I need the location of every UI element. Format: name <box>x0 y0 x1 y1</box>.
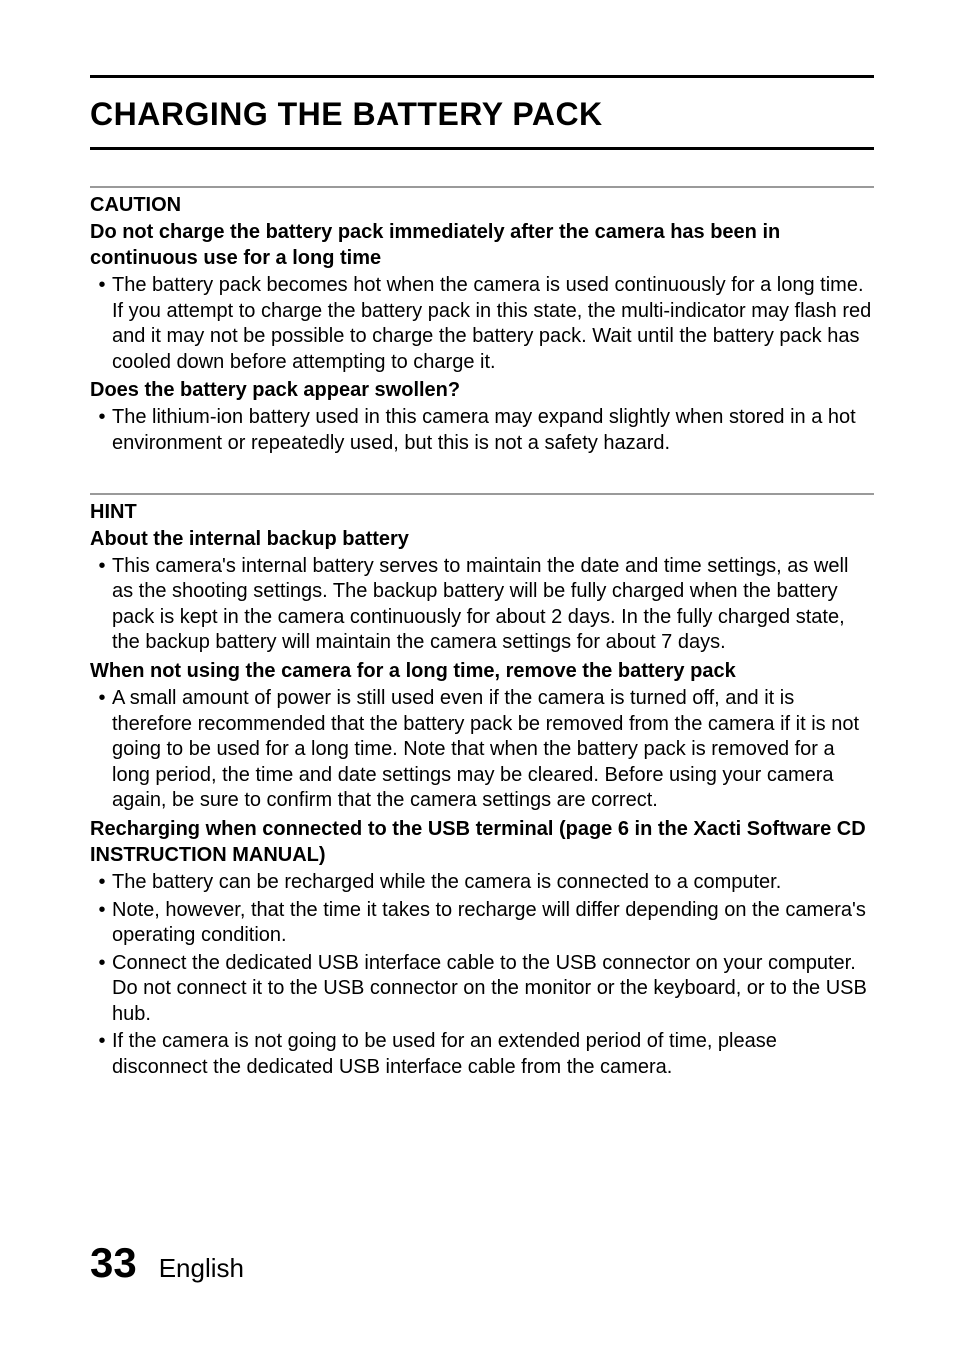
title-rule-bottom <box>90 147 874 150</box>
bullet-text: Connect the dedicated USB interface cabl… <box>112 951 874 1028</box>
list-item: • This camera's internal battery serves … <box>92 554 874 656</box>
list-item: • Connect the dedicated USB interface ca… <box>92 951 874 1028</box>
hint-list-1: • This camera's internal battery serves … <box>92 554 874 656</box>
page-number: 33 <box>90 1239 137 1287</box>
bullet-text: The lithium-ion battery used in this cam… <box>112 405 874 456</box>
list-item: • The battery pack becomes hot when the … <box>92 273 874 375</box>
list-item: • Note, however, that the time it takes … <box>92 898 874 949</box>
bullet-text: This camera's internal battery serves to… <box>112 554 874 656</box>
caution-rule <box>90 186 874 188</box>
list-item: • The lithium-ion battery used in this c… <box>92 405 874 456</box>
bullet-icon: • <box>92 1029 112 1080</box>
manual-page: CHARGING THE BATTERY PACK CAUTION Do not… <box>0 0 954 1345</box>
footer-language-label: English <box>159 1253 244 1284</box>
list-item: • If the camera is not going to be used … <box>92 1029 874 1080</box>
caution-list-2: • The lithium-ion battery used in this c… <box>92 405 874 456</box>
bullet-text: A small amount of power is still used ev… <box>112 686 874 814</box>
bullet-text: Note, however, that the time it takes to… <box>112 898 874 949</box>
hint-list-2: • A small amount of power is still used … <box>92 686 874 814</box>
hint-heading: HINT <box>90 501 874 524</box>
bullet-icon: • <box>92 951 112 1028</box>
hint-subhead-3: Recharging when connected to the USB ter… <box>90 816 874 868</box>
hint-subhead-1: About the internal backup battery <box>90 526 874 552</box>
bullet-icon: • <box>92 554 112 656</box>
list-item: • The battery can be recharged while the… <box>92 870 874 896</box>
hint-rule <box>90 493 874 495</box>
page-footer: 33 English <box>90 1239 244 1287</box>
bullet-text: The battery can be recharged while the c… <box>112 870 781 896</box>
page-title: CHARGING THE BATTERY PACK <box>90 96 874 133</box>
bullet-icon: • <box>92 273 112 375</box>
hint-subhead-2: When not using the camera for a long tim… <box>90 658 874 684</box>
title-rule-top <box>90 75 874 78</box>
caution-subhead-2: Does the battery pack appear swollen? <box>90 377 874 403</box>
bullet-text: The battery pack becomes hot when the ca… <box>112 273 874 375</box>
caution-heading: CAUTION <box>90 194 874 217</box>
caution-list-1: • The battery pack becomes hot when the … <box>92 273 874 375</box>
bullet-icon: • <box>92 686 112 814</box>
bullet-icon: • <box>92 405 112 456</box>
list-item: • A small amount of power is still used … <box>92 686 874 814</box>
caution-subhead-1: Do not charge the battery pack immediate… <box>90 219 874 271</box>
bullet-icon: • <box>92 898 112 949</box>
hint-list-3: • The battery can be recharged while the… <box>92 870 874 1081</box>
bullet-icon: • <box>92 870 112 896</box>
bullet-text: If the camera is not going to be used fo… <box>112 1029 874 1080</box>
